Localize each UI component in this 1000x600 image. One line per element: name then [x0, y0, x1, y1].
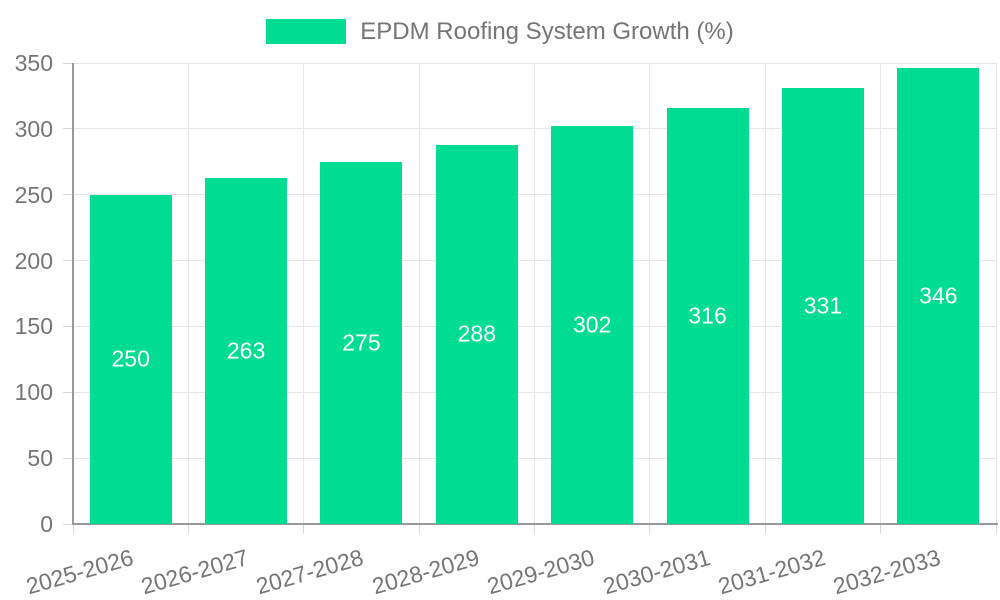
x-axis-label: 2030-2031	[599, 544, 713, 600]
v-gridline	[995, 63, 997, 524]
v-gridline	[303, 63, 305, 524]
x-tick	[649, 524, 651, 534]
v-gridline	[418, 63, 420, 524]
v-gridline	[880, 63, 882, 524]
bar-value-label: 288	[457, 320, 496, 347]
bar-value-label: 302	[573, 311, 612, 338]
y-axis-label: 250	[14, 181, 53, 208]
x-axis-label: 2026-2027	[138, 544, 252, 600]
y-axis-label: 0	[40, 511, 53, 537]
bar-value-label: 263	[226, 337, 266, 364]
bar-value-label: 331	[803, 292, 843, 319]
x-axis-label: 2031-2032	[715, 544, 829, 600]
legend-label: EPDM Roofing System Growth (%)	[360, 18, 734, 45]
y-axis-label: 300	[14, 115, 53, 142]
x-axis-label: 2029-2030	[484, 544, 598, 600]
x-axis-label: 2025-2026	[22, 544, 136, 600]
y-axis-label: 150	[14, 313, 53, 340]
x-tick	[72, 524, 74, 534]
y-tick	[63, 260, 73, 262]
v-gridline	[187, 63, 189, 524]
legend: EPDM Roofing System Growth (%)	[0, 19, 1000, 44]
x-axis-label: 2032-2033	[830, 544, 944, 600]
y-axis-label: 100	[14, 379, 53, 406]
bar: 263	[205, 177, 288, 524]
y-axis-line	[71, 63, 74, 525]
y-tick	[63, 523, 73, 525]
y-tick	[63, 62, 73, 64]
bar-value-label: 275	[342, 329, 381, 356]
bar: 275	[320, 161, 403, 524]
bar-value-label: 316	[688, 302, 727, 329]
x-tick	[764, 524, 766, 534]
y-tick	[63, 391, 73, 393]
x-axis-line	[71, 523, 998, 525]
x-tick	[303, 524, 305, 534]
y-tick	[63, 457, 73, 459]
x-axis-label: 2028-2029	[369, 544, 482, 600]
bar: 331	[781, 88, 864, 524]
bar-value-label: 250	[111, 345, 150, 372]
x-axis-label: 2027-2028	[253, 544, 367, 600]
y-axis-label: 200	[14, 247, 53, 274]
x-tick	[418, 524, 420, 534]
v-gridline	[534, 63, 535, 524]
bar: 302	[551, 126, 634, 524]
x-tick	[534, 524, 535, 534]
bar: 250	[89, 194, 172, 524]
y-tick	[63, 325, 73, 327]
y-axis-label: 50	[27, 445, 53, 472]
y-tick	[63, 128, 73, 130]
v-gridline	[764, 63, 766, 524]
legend-swatch	[266, 19, 347, 44]
y-axis-label: 350	[14, 50, 53, 76]
x-tick	[187, 524, 189, 534]
x-tick	[880, 524, 882, 534]
bar: 346	[897, 68, 980, 524]
x-tick	[995, 524, 997, 534]
bar-value-label: 346	[919, 282, 958, 309]
bar: 288	[435, 144, 518, 524]
v-gridline	[649, 63, 651, 524]
y-tick	[63, 194, 73, 196]
bar: 316	[666, 107, 749, 524]
